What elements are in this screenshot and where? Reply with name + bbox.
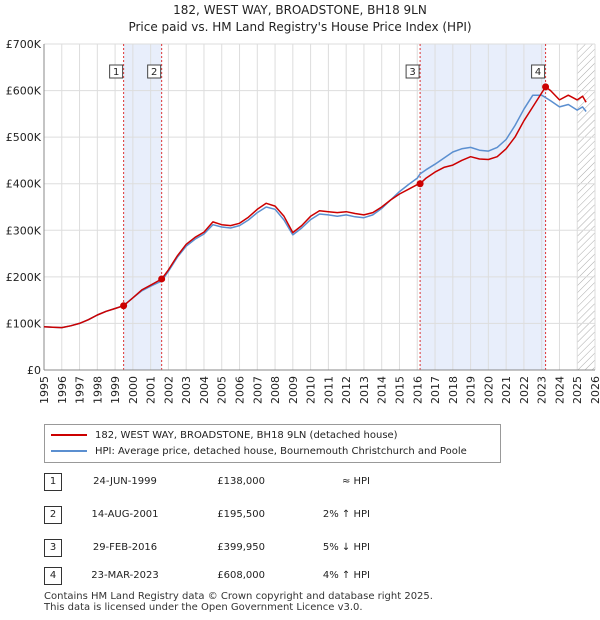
sale-row: 3 29-FEB-2016 £399,950 5% ↓ HPI <box>0 539 600 557</box>
footer-licence: This data is licensed under the Open Gov… <box>44 602 363 613</box>
sale-row: 4 23-MAR-2023 £608,000 4% ↑ HPI <box>0 567 600 585</box>
sale-price: £195,500 <box>217 509 265 520</box>
y-tick-label: £300K <box>6 224 42 237</box>
x-tick-label: 2006 <box>234 376 247 404</box>
legend-item-hpi: HPI: Average price, detached house, Bour… <box>51 445 467 459</box>
y-tick-label: £700K <box>6 38 42 51</box>
x-tick-label: 2021 <box>500 376 513 404</box>
sale-interval-shade <box>123 44 162 370</box>
x-tick-label: 2025 <box>571 376 584 404</box>
forecast-hatch-region <box>577 44 595 370</box>
x-tick-label: 2008 <box>269 376 282 404</box>
y-tick-label: £400K <box>6 178 42 191</box>
chart-title: 182, WEST WAY, BROADSTONE, BH18 9LN <box>173 3 427 17</box>
footer-copyright: Contains HM Land Registry data © Crown c… <box>44 591 433 602</box>
sale-label-number: 3 <box>409 67 415 78</box>
x-tick-label: 2015 <box>393 376 406 404</box>
sale-label-box <box>531 64 546 79</box>
x-tick-label: 2013 <box>358 376 371 404</box>
sale-interval-shade <box>420 44 546 370</box>
x-tick-label: 2017 <box>429 376 442 404</box>
sale-row: 1 24-JUN-1999 £138,000 ≈ HPI <box>0 473 600 491</box>
x-tick-label: 1999 <box>109 376 122 404</box>
y-tick-label: £500K <box>6 131 42 144</box>
x-tick-label: 2000 <box>127 376 140 404</box>
x-tick-label: 2023 <box>536 376 549 404</box>
property-series-line <box>43 86 587 329</box>
sale-hpi-relation: 5% ↓ HPI <box>322 542 370 553</box>
sale-label-number: 1 <box>113 67 119 78</box>
sale-number: 2 <box>44 506 62 524</box>
sale-hpi-relation: ≈ HPI <box>341 476 370 487</box>
x-tick-label: 1995 <box>38 376 51 404</box>
sale-row: 2 14-AUG-2001 £195,500 2% ↑ HPI <box>0 506 600 524</box>
sale-point <box>120 302 128 310</box>
sale-date: 14-AUG-2001 <box>91 509 159 520</box>
x-tick-label: 2012 <box>340 376 353 404</box>
sale-point <box>416 180 424 188</box>
x-tick-label: 2010 <box>305 376 318 404</box>
sale-label-number: 4 <box>535 67 541 78</box>
y-tick-label: £600K <box>6 85 42 98</box>
x-tick-label: 2004 <box>198 376 211 404</box>
sale-number: 3 <box>44 539 62 557</box>
x-tick-label: 2009 <box>287 376 300 404</box>
sale-number: 4 <box>44 567 62 585</box>
sale-hpi-relation: 4% ↑ HPI <box>322 570 370 581</box>
sale-point <box>542 83 550 91</box>
chart-subtitle: Price paid vs. HM Land Registry's House … <box>128 20 472 34</box>
x-tick-label: 1996 <box>56 376 69 404</box>
sale-date: 24-JUN-1999 <box>93 476 157 487</box>
x-tick-label: 2011 <box>322 376 335 404</box>
sale-label-box <box>109 64 124 79</box>
x-tick-label: 2019 <box>465 376 478 404</box>
x-tick-label: 2018 <box>447 376 460 404</box>
x-tick-label: 2020 <box>482 376 495 404</box>
legend-label-hpi: HPI: Average price, detached house, Bour… <box>95 446 467 457</box>
footer: Contains HM Land Registry data © Crown c… <box>44 591 433 613</box>
legend-swatch-blue <box>51 450 87 452</box>
sale-price: £138,000 <box>217 476 265 487</box>
x-tick-label: 2022 <box>518 376 531 404</box>
legend-swatch-red <box>51 434 87 436</box>
y-tick-label: £200K <box>6 271 42 284</box>
x-tick-label: 2007 <box>251 376 264 404</box>
x-tick-label: 2001 <box>145 376 158 404</box>
x-tick-label: 2002 <box>162 376 175 404</box>
sale-number: 1 <box>44 473 62 491</box>
x-tick-label: 2003 <box>180 376 193 404</box>
sale-price: £608,000 <box>217 570 265 581</box>
y-tick-label: £0 <box>27 364 41 377</box>
sale-label-box <box>147 64 162 79</box>
x-tick-label: 1998 <box>91 376 104 404</box>
x-tick-label: 2016 <box>411 376 424 404</box>
x-tick-label: 2005 <box>216 376 229 404</box>
x-tick-label: 2026 <box>589 376 600 404</box>
x-tick-label: 2014 <box>376 376 389 404</box>
sale-point <box>158 275 166 283</box>
sale-hpi-relation: 2% ↑ HPI <box>322 509 370 520</box>
sale-price: £399,950 <box>217 542 265 553</box>
sale-date: 29-FEB-2016 <box>92 542 158 553</box>
x-tick-label: 2024 <box>553 376 566 404</box>
legend-label-property: 182, WEST WAY, BROADSTONE, BH18 9LN (det… <box>95 430 398 441</box>
legend: 182, WEST WAY, BROADSTONE, BH18 9LN (det… <box>44 424 501 463</box>
chart-title-block: 182, WEST WAY, BROADSTONE, BH18 9LN Pric… <box>0 2 600 36</box>
legend-item-property: 182, WEST WAY, BROADSTONE, BH18 9LN (det… <box>51 429 398 443</box>
x-tick-label: 1997 <box>74 376 87 404</box>
sale-date: 23-MAR-2023 <box>91 570 159 581</box>
price-chart: 1 2 3 4 £0 £100K £200K £300K £400K £500K £600K £700… <box>6 38 600 404</box>
sale-label-box <box>405 64 420 79</box>
sale-label-number: 2 <box>151 67 157 78</box>
y-tick-label: £100K <box>6 317 42 330</box>
